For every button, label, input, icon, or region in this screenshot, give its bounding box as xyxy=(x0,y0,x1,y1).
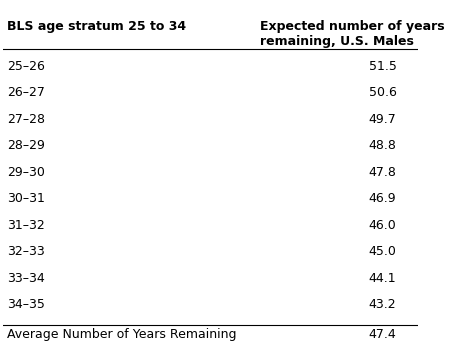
Text: 48.8: 48.8 xyxy=(368,139,396,152)
Text: 33–34: 33–34 xyxy=(7,272,44,285)
Text: 47.8: 47.8 xyxy=(368,166,396,179)
Text: 45.0: 45.0 xyxy=(368,245,396,258)
Text: 34–35: 34–35 xyxy=(7,298,45,311)
Text: 46.9: 46.9 xyxy=(368,192,396,205)
Text: Expected number of years
remaining, U.S. Males: Expected number of years remaining, U.S.… xyxy=(261,20,445,48)
Text: 26–27: 26–27 xyxy=(7,86,45,99)
Text: 27–28: 27–28 xyxy=(7,113,45,126)
Text: 44.1: 44.1 xyxy=(368,272,396,285)
Text: 46.0: 46.0 xyxy=(368,219,396,232)
Text: 51.5: 51.5 xyxy=(368,60,396,72)
Text: 30–31: 30–31 xyxy=(7,192,45,205)
Text: 47.4: 47.4 xyxy=(368,328,396,341)
Text: 25–26: 25–26 xyxy=(7,60,45,72)
Text: 43.2: 43.2 xyxy=(368,298,396,311)
Text: 31–32: 31–32 xyxy=(7,219,44,232)
Text: 28–29: 28–29 xyxy=(7,139,45,152)
Text: 49.7: 49.7 xyxy=(368,113,396,126)
Text: 29–30: 29–30 xyxy=(7,166,45,179)
Text: 50.6: 50.6 xyxy=(368,86,396,99)
Text: BLS age stratum 25 to 34: BLS age stratum 25 to 34 xyxy=(7,20,186,33)
Text: 32–33: 32–33 xyxy=(7,245,44,258)
Text: Average Number of Years Remaining: Average Number of Years Remaining xyxy=(7,328,236,341)
